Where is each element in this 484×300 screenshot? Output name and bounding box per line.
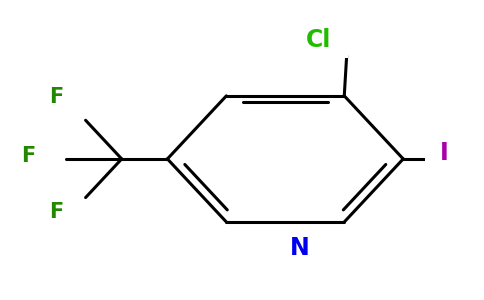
Bar (278, 230, 321, 266)
Bar (37, 196, 76, 229)
Bar (290, 22, 348, 58)
Bar (37, 80, 76, 113)
Text: Cl: Cl (306, 28, 332, 52)
Text: F: F (21, 146, 35, 166)
Text: F: F (49, 202, 64, 222)
Bar (9, 140, 47, 172)
Text: F: F (49, 86, 64, 106)
Bar (425, 135, 463, 171)
Text: N: N (290, 236, 310, 260)
Text: I: I (440, 141, 449, 165)
